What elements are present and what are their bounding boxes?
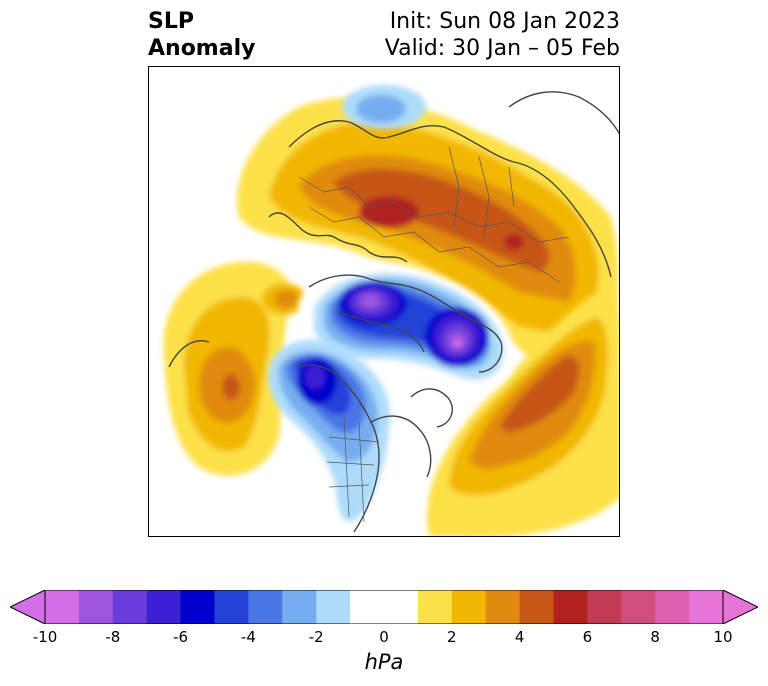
colorbar-segments (45, 590, 724, 624)
init-date: Init: Sun 08 Jan 2023 (389, 9, 620, 34)
anomaly-map (149, 67, 619, 536)
colorbar-segment (78, 590, 114, 624)
colorbar-segment (519, 590, 554, 624)
colorbar-segment (485, 590, 521, 624)
colorbar-tick-label: -2 (308, 628, 324, 646)
colorbar-extend-low-arrow (10, 590, 46, 624)
colorbar-segment (45, 590, 80, 624)
colorbar-tick-label: 2 (447, 628, 457, 646)
colorbar-tick-label: -4 (240, 628, 256, 646)
colorbar-segment (248, 590, 283, 624)
colorbar-segment (384, 590, 419, 624)
colorbar-segment (451, 590, 487, 624)
title-line-1: SLP (148, 9, 194, 34)
colorbar-outline (44, 590, 724, 624)
colorbar-tick-label: 4 (514, 628, 525, 646)
colorbar-tick-label: 10 (713, 628, 733, 646)
colorbar-tick-label: -10 (32, 628, 58, 646)
colorbar-segment (214, 590, 249, 624)
colorbar-segment (621, 590, 656, 624)
colorbar-segment (350, 590, 385, 624)
map-panel (148, 66, 620, 537)
colorbar-segment (282, 590, 317, 624)
pacific-high (163, 261, 306, 476)
colorbar-tick-label: 6 (582, 628, 593, 646)
colorbar-tick-label: -8 (105, 628, 121, 646)
colorbar-segment (655, 590, 690, 624)
colorbar-extend-high-arrow (722, 590, 758, 624)
colorbar-tick-label: 8 (650, 628, 660, 646)
colorbar-tick-label: -6 (173, 628, 189, 646)
canada-low (268, 340, 390, 522)
colorbar-segment (316, 590, 351, 624)
north-atlantic-low (342, 85, 426, 129)
coastlines (168, 91, 619, 533)
valid-date: Valid: 30 Jan – 05 Feb (384, 36, 620, 61)
colorbar-segment (587, 590, 622, 624)
colorbar (10, 590, 758, 624)
borders (298, 146, 570, 523)
eurasia-high (237, 97, 619, 357)
colorbar-segment (689, 590, 724, 624)
colorbar-segment (417, 590, 453, 624)
colorbar-segment (146, 590, 182, 624)
colorbar-segment (180, 590, 215, 624)
atlantic-high (427, 292, 619, 536)
colorbar-unit-label: hPa (364, 650, 404, 674)
map-title: SLP Anomaly (148, 8, 255, 62)
forecast-dates: Init: Sun 08 Jan 2023 Valid: 30 Jan – 05… (385, 8, 620, 62)
colorbar-segment (553, 590, 588, 624)
colorbar-tick-label: 0 (379, 628, 389, 646)
title-line-2: Anomaly (148, 36, 256, 61)
colorbar-segment (112, 590, 148, 624)
